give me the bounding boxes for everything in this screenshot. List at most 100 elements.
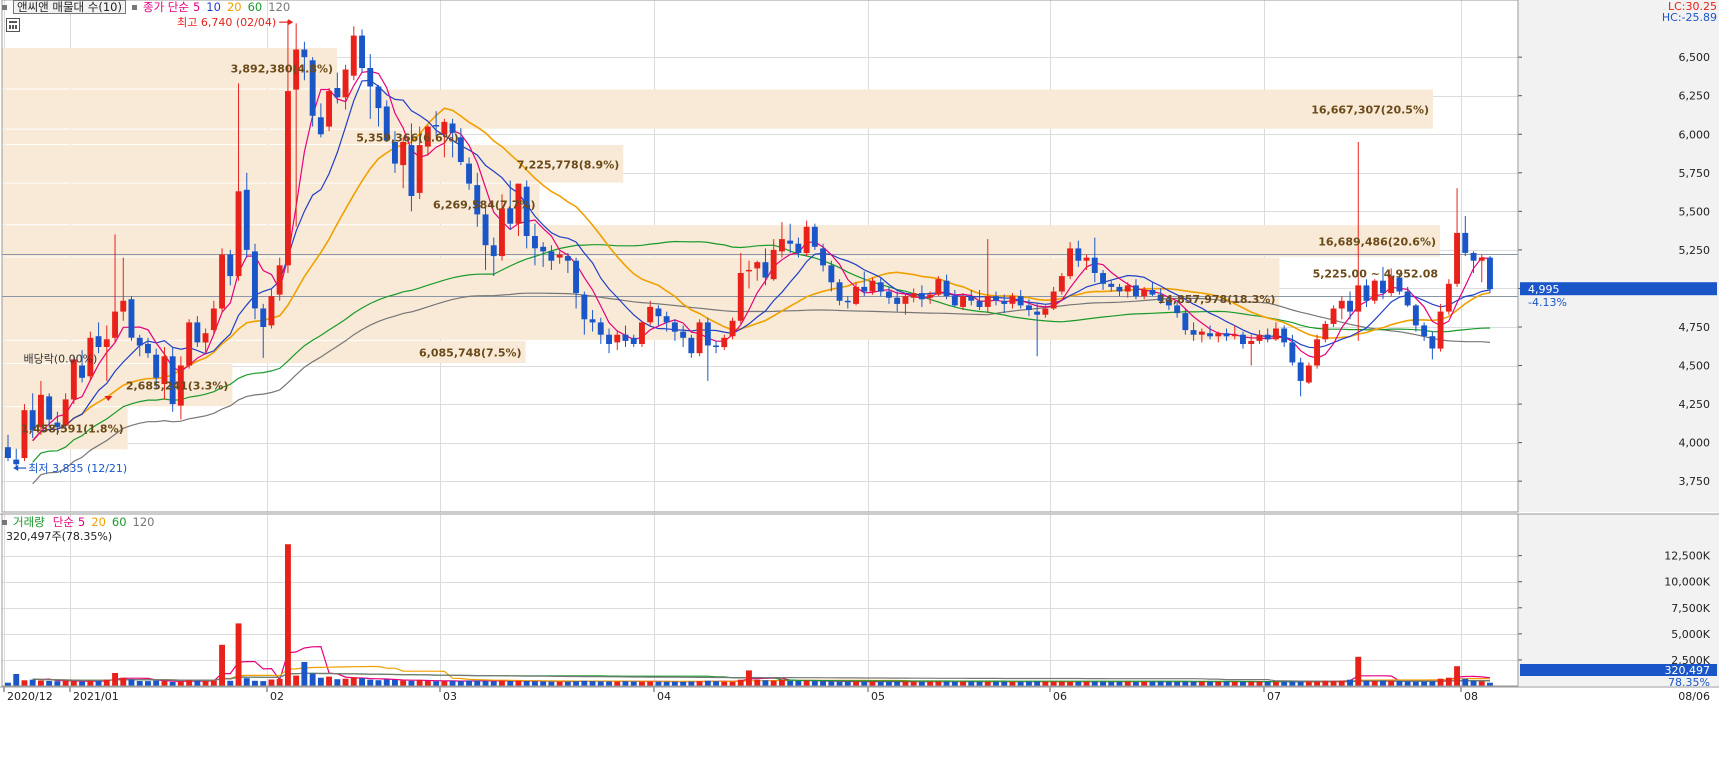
volume-bar-up <box>186 680 193 686</box>
ma-period-60[interactable]: 60 <box>111 515 127 529</box>
volume-bar-down <box>655 681 662 686</box>
candle-up <box>1083 257 1090 261</box>
volume-title[interactable]: 거래량 <box>13 515 45 529</box>
volume-bar-down <box>29 679 36 686</box>
ma-period-10[interactable]: 10 <box>206 0 221 14</box>
volume-bar-down <box>976 681 983 686</box>
candle-up <box>1215 333 1222 337</box>
candle-down <box>861 286 868 292</box>
candle-up <box>1050 291 1057 309</box>
ma-period-20[interactable]: 20 <box>226 0 242 14</box>
volume-bar-down <box>433 681 440 686</box>
volume-bar-down <box>1108 681 1115 686</box>
ma-period-120[interactable]: 120 <box>268 0 291 14</box>
candle-down <box>29 410 36 431</box>
candle-down <box>507 208 514 224</box>
volume-bar-up <box>960 681 966 686</box>
volume-bar-up <box>70 681 77 686</box>
price-tick-label: 4,250 <box>1679 398 1711 411</box>
candle-down <box>227 254 234 277</box>
candle-down <box>630 337 637 344</box>
volume-bar-up <box>927 681 934 686</box>
volume-bar-down <box>1396 681 1403 686</box>
volume-bar-up <box>770 680 777 686</box>
volume-bar-down <box>169 682 176 686</box>
candle-up <box>21 410 28 458</box>
volume-bar-down <box>334 679 341 686</box>
candle-down <box>540 246 547 252</box>
volume-bar-up <box>161 681 168 686</box>
chart-title[interactable]: 앤씨앤 매물대 수(10) <box>13 0 126 14</box>
volume-bar-up <box>1454 666 1460 686</box>
volume-bar-down <box>820 681 826 686</box>
candle-down <box>951 296 958 306</box>
candle-up <box>869 280 876 292</box>
candle-down <box>1396 277 1403 292</box>
candle-down <box>1075 248 1082 261</box>
candle-up <box>235 191 242 277</box>
candle-up <box>112 311 118 338</box>
candle-down <box>5 447 11 458</box>
volume-bar-down <box>1347 679 1353 686</box>
candle-up <box>1305 365 1312 383</box>
candle-down <box>877 282 884 292</box>
volume-pane-border <box>1 513 1519 687</box>
candle-down <box>145 343 151 354</box>
volume-bar-down <box>532 681 538 686</box>
price-tick-label: 4,500 <box>1679 360 1711 373</box>
volume-bar-up <box>910 681 917 686</box>
volume-bar-down <box>1133 681 1139 686</box>
volume-bar-down <box>145 681 151 686</box>
candle-up <box>1314 339 1320 366</box>
volume-profile-label: 16,667,307(20.5%) <box>1311 104 1429 117</box>
candle-up <box>754 262 761 269</box>
volume-bar-down <box>597 681 604 686</box>
ma-period-120[interactable]: 120 <box>132 515 155 529</box>
ma-period-5[interactable]: 5 <box>77 515 86 529</box>
volume-bar-down <box>54 681 61 686</box>
ma-period-60[interactable]: 60 <box>247 0 263 14</box>
candle-down <box>359 35 365 68</box>
low-label: 최저 3,835 (12/21) <box>28 462 127 475</box>
price-tick-label: 3,750 <box>1679 475 1711 488</box>
volume-bar-down <box>309 673 316 686</box>
volume-bar-down <box>1100 681 1106 686</box>
candle-up <box>729 320 736 337</box>
volume-bar-up <box>1478 681 1485 686</box>
volume-bar-up <box>326 676 332 686</box>
volume-ma-periods: 5 20 60 120 <box>78 515 155 529</box>
volume-bar-down <box>301 662 308 686</box>
volume-bar-up <box>639 681 645 686</box>
volume-grid <box>2 514 1518 686</box>
candle-up <box>1454 232 1460 284</box>
volume-bar-down <box>1297 681 1304 686</box>
volume-bar-down <box>128 679 135 686</box>
candle-down <box>13 459 20 465</box>
candle-down <box>334 88 341 98</box>
candlesticks <box>5 20 1493 469</box>
candle-up <box>1330 308 1337 324</box>
moving-average-lines <box>32 70 1491 485</box>
volume-bar-up <box>1330 681 1337 686</box>
candle-up <box>202 333 209 343</box>
volume-bar-up <box>202 681 209 686</box>
volume-bar-down <box>844 681 851 686</box>
candle-up <box>62 399 69 426</box>
volume-tick-label: 5,000K <box>1671 628 1710 641</box>
candle-down <box>95 336 102 347</box>
calculator-icon[interactable] <box>6 18 20 32</box>
candle-down <box>79 365 85 378</box>
date-tick-label: 07 <box>1267 690 1281 703</box>
volume-bar-down <box>836 681 843 686</box>
volume-bar-down <box>564 681 571 686</box>
candle-down <box>943 280 950 297</box>
ma-period-5[interactable]: 5 <box>192 0 201 14</box>
candle-up <box>87 337 94 377</box>
candle-down <box>474 185 481 215</box>
volume-bar-down <box>1091 681 1098 686</box>
volume-tick-label: 2,500K <box>1671 654 1710 667</box>
ma-period-20[interactable]: 20 <box>91 515 106 529</box>
volume-bar-up <box>1248 681 1255 686</box>
date-tick-label: 04 <box>657 690 671 703</box>
